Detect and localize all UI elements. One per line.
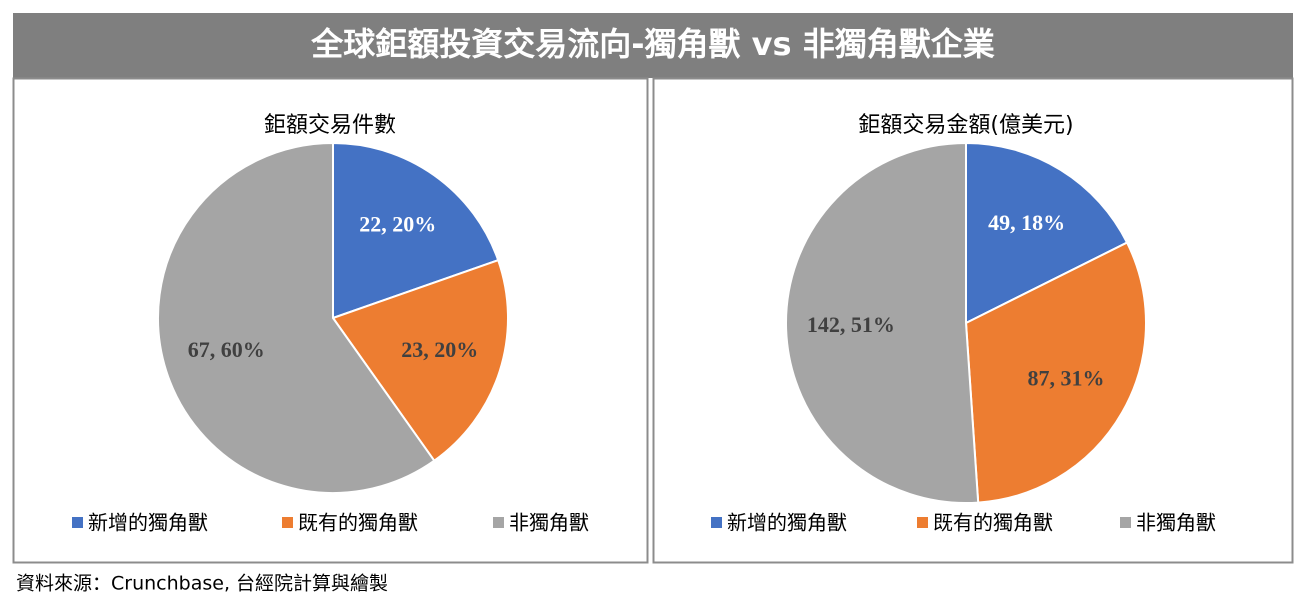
slice-label: 67, 60%	[188, 337, 265, 362]
pie-slice	[785, 141, 980, 504]
main-title: 全球鉅額投資交易流向-獨角獸 vs 非獨角獸企業	[310, 25, 994, 63]
legend-swatch	[72, 517, 83, 528]
pie-slice	[965, 141, 1129, 325]
panel	[12, 77, 649, 564]
source-note: 資料來源：Crunchbase, 台經院計算與繪製	[16, 573, 388, 595]
slice-label: 87, 31%	[1027, 365, 1104, 390]
legend-text: 非獨角獸	[509, 511, 589, 535]
legend-text: 既有的獨角獸	[298, 511, 418, 535]
slice-label: 142, 51%	[807, 312, 895, 337]
legend-swatch	[711, 517, 722, 528]
legend-text: 既有的獨角獸	[933, 511, 1053, 535]
pie-slice	[331, 258, 509, 463]
panel	[652, 77, 1294, 564]
chart-title: 鉅額交易件數	[264, 113, 396, 138]
legend-text: 新增的獨角獸	[727, 511, 847, 535]
title-bar	[13, 13, 1293, 78]
pie-slice	[157, 141, 436, 494]
slice-label: 22, 20%	[359, 212, 436, 237]
legend-swatch	[917, 517, 928, 528]
legend-text: 新增的獨角獸	[88, 511, 208, 535]
legend-swatch	[493, 517, 504, 528]
legend-text: 非獨角獸	[1136, 511, 1216, 535]
slice-label: 49, 18%	[988, 210, 1065, 235]
legend-swatch	[282, 517, 293, 528]
pie-slice	[964, 241, 1147, 504]
legend-swatch	[1120, 517, 1131, 528]
chart-title: 鉅額交易金額(億美元)	[858, 113, 1073, 138]
slice-label: 23, 20%	[401, 337, 478, 362]
